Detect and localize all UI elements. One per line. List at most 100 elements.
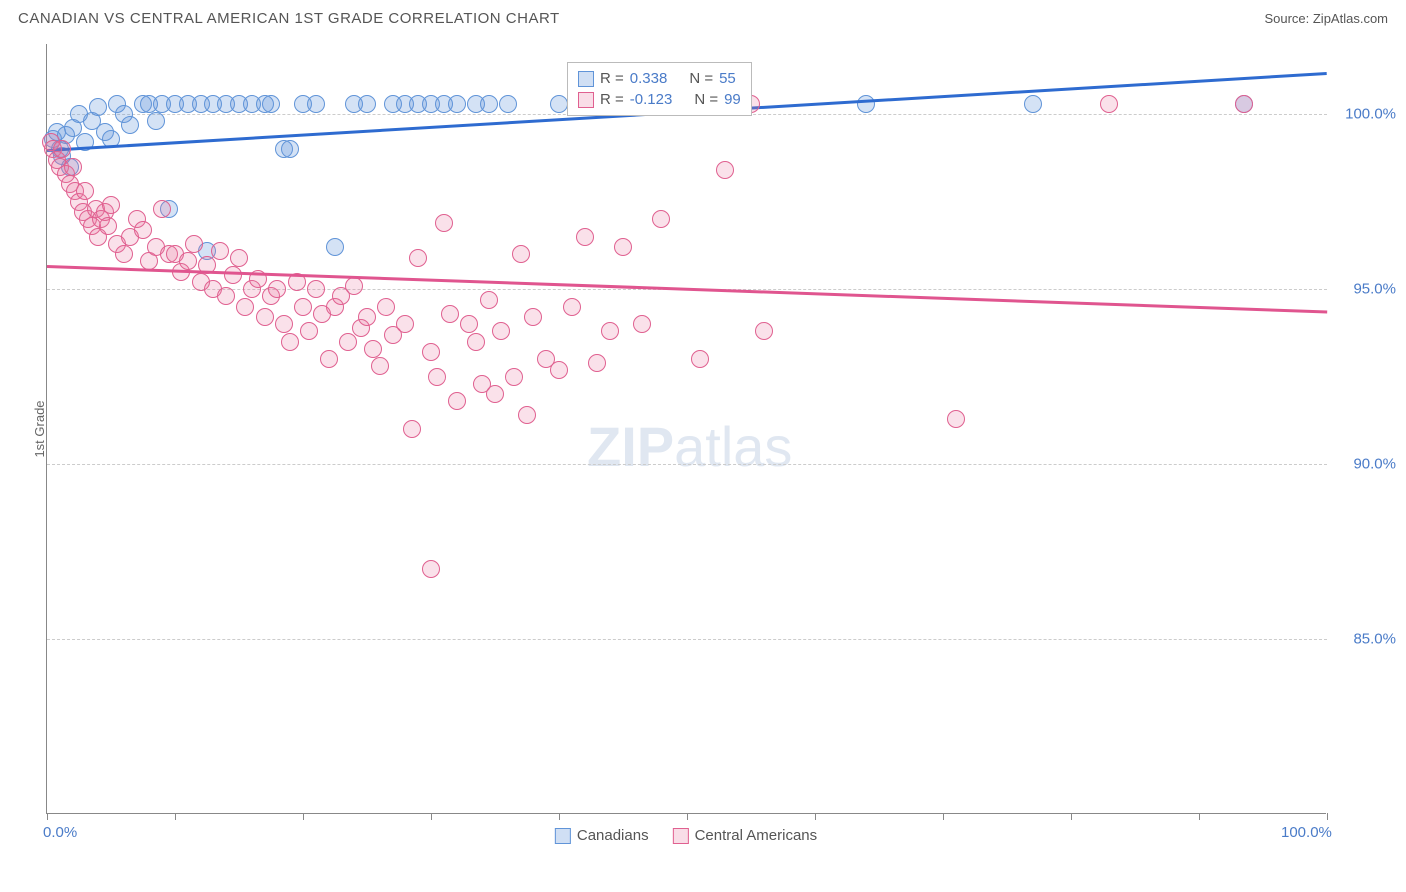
data-point (614, 238, 632, 256)
x-tick (47, 813, 48, 820)
legend-swatch-icon (555, 828, 571, 844)
legend-row: R = 0.338 N = 55 (578, 68, 741, 89)
data-point (364, 340, 382, 358)
x-tick (1327, 813, 1328, 820)
data-point (460, 315, 478, 333)
gridline (47, 464, 1327, 465)
data-point (857, 95, 875, 113)
r-value: -0.123 (630, 91, 673, 108)
x-tick-label: 0.0% (43, 824, 77, 841)
data-point (320, 350, 338, 368)
x-tick (687, 813, 688, 820)
x-tick (559, 813, 560, 820)
data-point (492, 322, 510, 340)
legend-row: R = -0.123N = 99 (578, 89, 741, 110)
data-point (307, 280, 325, 298)
data-point (268, 280, 286, 298)
data-point (275, 315, 293, 333)
data-point (377, 298, 395, 316)
gridline (47, 639, 1327, 640)
r-label: R = (600, 70, 624, 87)
data-point (588, 354, 606, 372)
y-axis-label: 1st Grade (32, 400, 47, 457)
data-point (262, 95, 280, 113)
data-point (217, 287, 235, 305)
y-tick-label: 95.0% (1336, 281, 1396, 298)
data-point (396, 315, 414, 333)
data-point (102, 196, 120, 214)
data-point (230, 249, 248, 267)
data-point (550, 95, 568, 113)
r-value: 0.338 (630, 70, 668, 87)
data-point (652, 210, 670, 228)
chart-container: 1st Grade ZIPatlas 85.0%90.0%95.0%100.0%… (46, 44, 1326, 814)
data-point (224, 266, 242, 284)
data-point (89, 98, 107, 116)
data-point (153, 200, 171, 218)
data-point (53, 140, 71, 158)
data-point (505, 368, 523, 386)
data-point (76, 182, 94, 200)
data-point (403, 420, 421, 438)
data-point (755, 322, 773, 340)
data-point (211, 242, 229, 260)
data-point (115, 245, 133, 263)
data-point (691, 350, 709, 368)
data-point (428, 368, 446, 386)
x-tick (175, 813, 176, 820)
correlation-legend: R = 0.338 N = 55 R = -0.123N = 99 (567, 62, 752, 116)
watermark: ZIPatlas (587, 414, 792, 479)
data-point (409, 249, 427, 267)
data-point (307, 95, 325, 113)
data-point (448, 392, 466, 410)
data-point (179, 252, 197, 270)
data-point (147, 112, 165, 130)
data-point (281, 140, 299, 158)
data-point (576, 228, 594, 246)
data-point (441, 305, 459, 323)
n-label: N = (689, 70, 713, 87)
legend-item: Canadians (555, 827, 649, 844)
data-point (435, 214, 453, 232)
source-label: Source: ZipAtlas.com (1264, 11, 1388, 26)
data-point (281, 333, 299, 351)
data-point (467, 333, 485, 351)
data-point (486, 385, 504, 403)
legend-swatch-icon (578, 92, 594, 108)
legend-label: Canadians (577, 827, 649, 844)
data-point (326, 238, 344, 256)
data-point (448, 95, 466, 113)
x-tick (431, 813, 432, 820)
data-point (345, 277, 363, 295)
data-point (947, 410, 965, 428)
y-tick-label: 90.0% (1336, 456, 1396, 473)
data-point (185, 235, 203, 253)
chart-title: CANADIAN VS CENTRAL AMERICAN 1ST GRADE C… (18, 10, 560, 27)
data-point (716, 161, 734, 179)
data-point (1024, 95, 1042, 113)
data-point (99, 217, 117, 235)
data-point (563, 298, 581, 316)
y-tick-label: 100.0% (1336, 106, 1396, 123)
data-point (121, 116, 139, 134)
x-tick (1071, 813, 1072, 820)
data-point (64, 158, 82, 176)
legend-swatch-icon (673, 828, 689, 844)
x-tick (303, 813, 304, 820)
n-value: 55 (719, 70, 736, 87)
data-point (1235, 95, 1253, 113)
data-point (480, 291, 498, 309)
data-point (256, 308, 274, 326)
legend-swatch-icon (578, 71, 594, 87)
plot-area: 1st Grade ZIPatlas 85.0%90.0%95.0%100.0%… (46, 44, 1326, 814)
x-tick (943, 813, 944, 820)
y-tick-label: 85.0% (1336, 631, 1396, 648)
data-point (633, 315, 651, 333)
r-label: R = (600, 91, 624, 108)
data-point (371, 357, 389, 375)
bottom-legend: CanadiansCentral Americans (555, 827, 817, 844)
data-point (601, 322, 619, 340)
data-point (300, 322, 318, 340)
x-tick-label: 100.0% (1281, 824, 1332, 841)
data-point (524, 308, 542, 326)
